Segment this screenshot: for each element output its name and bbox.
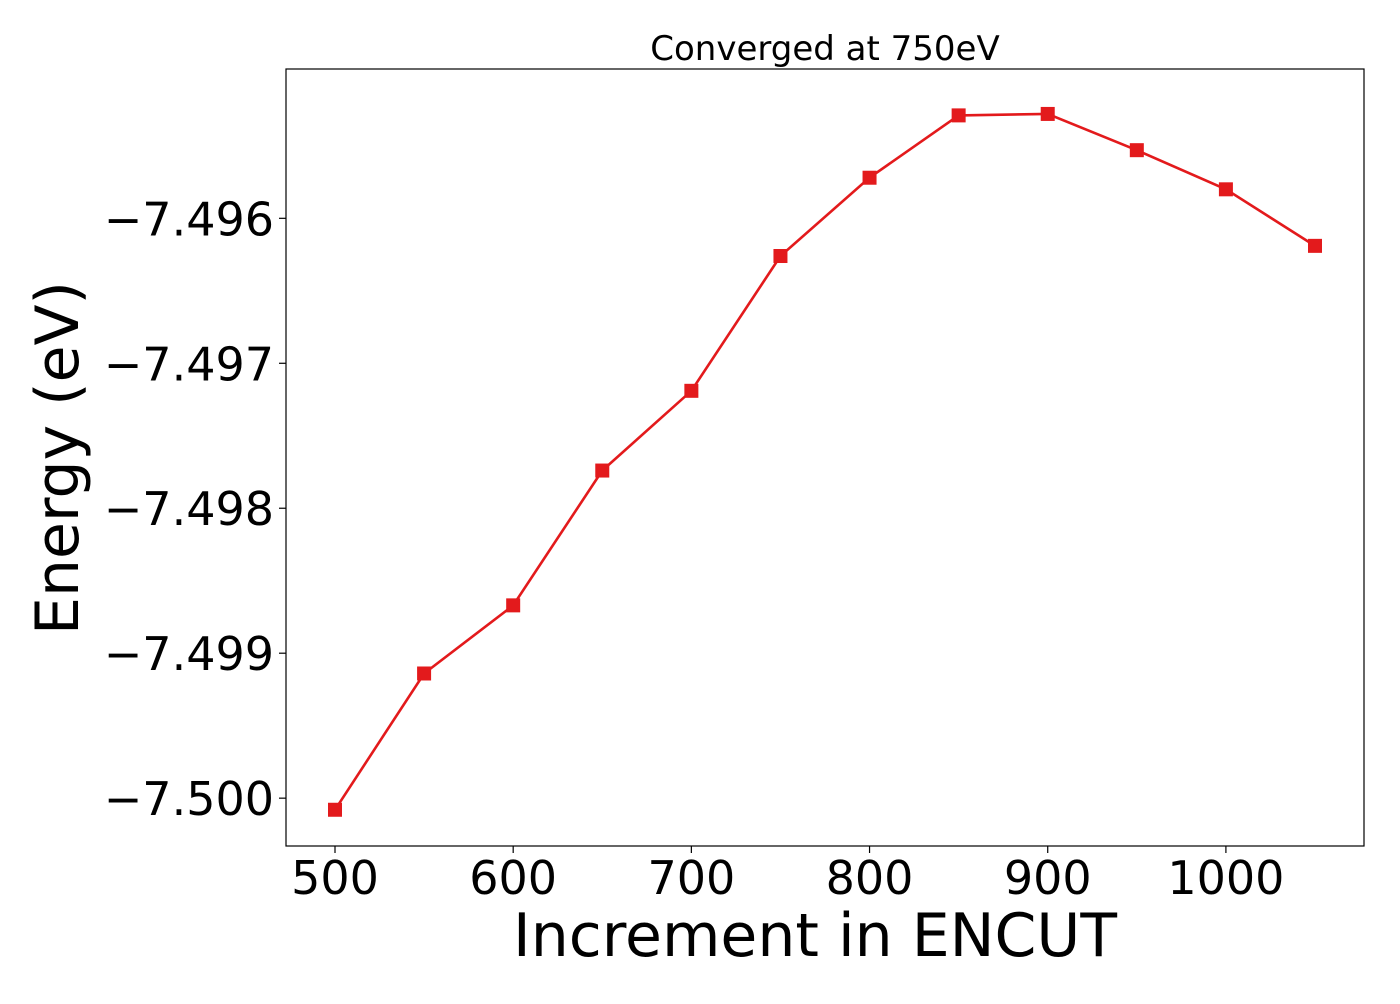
x-tick-label: 800: [826, 851, 914, 905]
data-point-marker: [684, 383, 699, 398]
y-axis-label: Energy (eV): [23, 281, 93, 635]
plot-area-frame: [285, 68, 1365, 847]
chart-title: Converged at 750eV: [650, 29, 999, 69]
x-tick-label: 700: [647, 851, 735, 905]
data-point-marker: [1129, 143, 1144, 158]
y-tick-label: −7.497: [104, 337, 274, 391]
series-layer: [328, 106, 1322, 817]
data-point-marker: [328, 802, 342, 817]
data-point-marker: [1040, 106, 1055, 121]
x-axis-ticks: 500 600 700 800 900 1000: [291, 846, 1284, 905]
y-tick-label: −7.498: [104, 482, 274, 536]
data-point-marker: [506, 598, 521, 613]
x-tick-label: 1000: [1167, 851, 1284, 905]
series-line: [333, 112, 1316, 811]
x-tick-label: 900: [1004, 851, 1092, 905]
data-point-marker: [417, 666, 432, 681]
y-tick-label: −7.500: [104, 772, 274, 826]
data-point-marker: [773, 249, 788, 264]
data-point-marker: [1308, 238, 1322, 253]
data-point-marker: [1218, 182, 1233, 197]
x-axis-label: Increment in ENCUT: [513, 901, 1117, 971]
y-tick-label: −7.499: [104, 627, 274, 681]
x-tick-label: 600: [469, 851, 557, 905]
x-tick-label: 500: [291, 851, 379, 905]
data-point-marker: [595, 463, 610, 478]
data-point-marker: [862, 170, 877, 185]
y-tick-label: −7.496: [104, 192, 274, 246]
y-axis-ticks: −7.500 −7.499 −7.498 −7.497 −7.496: [104, 192, 286, 826]
data-point-marker: [951, 108, 966, 123]
